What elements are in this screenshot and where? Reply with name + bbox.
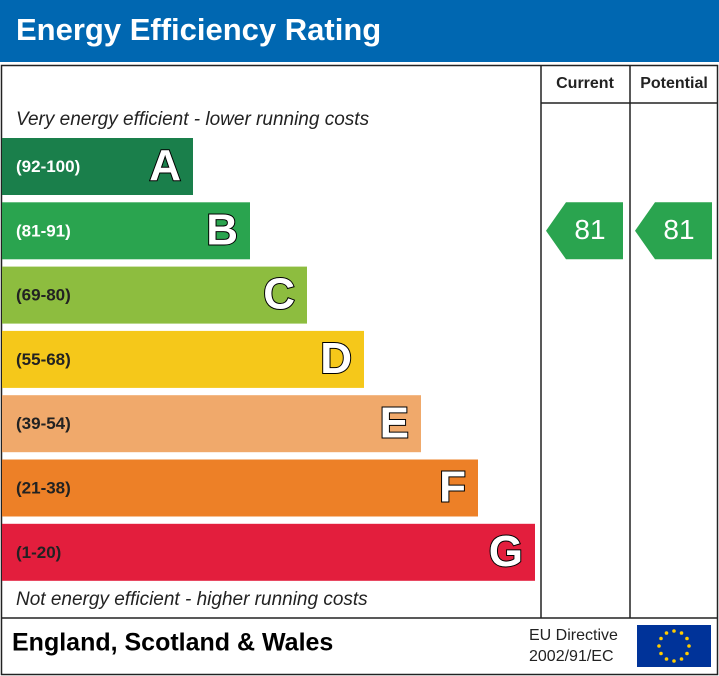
header-bar xyxy=(0,0,719,62)
star xyxy=(664,657,669,661)
star xyxy=(685,636,689,641)
band-range: (1-20) xyxy=(16,543,61,562)
band-bar xyxy=(2,202,250,260)
eu-flag xyxy=(637,625,711,667)
frame xyxy=(0,64,719,676)
star xyxy=(659,636,663,641)
band-bar xyxy=(2,330,364,388)
band-bar xyxy=(2,459,478,517)
title: Energy Efficiency Rating xyxy=(16,12,381,47)
directive: EU Directive xyxy=(529,627,618,644)
band-letter: D xyxy=(320,334,352,383)
star xyxy=(672,659,676,663)
star xyxy=(659,651,663,656)
band-letter: B xyxy=(206,205,238,254)
band-range: (21-38) xyxy=(16,478,71,497)
band-letter: C xyxy=(263,270,295,319)
star xyxy=(687,644,691,648)
top-note: Very energy efficient - lower running co… xyxy=(16,109,370,130)
star xyxy=(679,631,684,635)
band-letter: G xyxy=(489,527,523,576)
band-range: (39-54) xyxy=(16,414,71,433)
rating-arrow xyxy=(635,202,712,260)
bottom-note: Not energy efficient - higher running co… xyxy=(16,589,368,610)
band-range: (55-68) xyxy=(16,350,71,369)
star xyxy=(679,657,684,661)
band-bar xyxy=(2,266,307,324)
star xyxy=(664,631,669,635)
region: England, Scotland & Wales xyxy=(12,629,333,657)
column-header: Current xyxy=(556,75,614,92)
rating-value: 81 xyxy=(574,214,605,245)
band-bar xyxy=(2,138,193,195)
band-range: (69-80) xyxy=(16,286,71,305)
band-letter: F xyxy=(439,463,466,512)
directive: 2002/91/EC xyxy=(529,648,614,665)
band-range: (92-100) xyxy=(16,157,80,176)
star xyxy=(685,651,689,656)
column-header: Potential xyxy=(640,75,708,92)
band-bar xyxy=(2,523,535,581)
band-bar xyxy=(2,395,421,453)
band-letter: A xyxy=(149,141,181,190)
band-letter: E xyxy=(380,398,409,447)
star xyxy=(672,629,676,633)
band-range: (81-91) xyxy=(16,221,71,240)
rating-value: 81 xyxy=(663,214,694,245)
star xyxy=(657,644,661,648)
rating-arrow xyxy=(546,202,623,260)
